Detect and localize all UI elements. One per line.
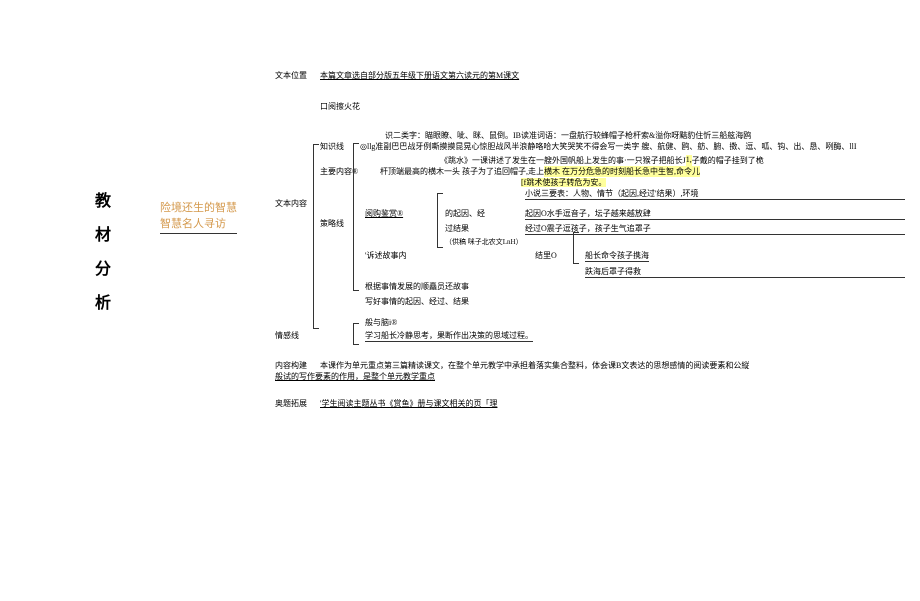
label-content-build: 内容构建 xyxy=(275,360,320,371)
brace-emotion xyxy=(353,323,359,345)
novel-elements: 小说三要表：人物、情节（起因,经过'结果）,环境 xyxy=(525,188,905,200)
process-text: 经过O震子逗孩子，孩子生气追罩子 xyxy=(525,223,905,235)
subtitle-line2: 智慧名人寻访 xyxy=(160,216,237,234)
label-topic-extend: 奥题拓展 xyxy=(275,398,320,409)
knowledge-line1: 识二类字：瞄眼瞭、呲、眯、鼠倒。IB读准词语：一盘航行较蜂帽子枪杆索&溢你呀黯豹… xyxy=(385,130,905,141)
label-emotion-line: 情感线 xyxy=(275,330,320,342)
main-content-area: 文本位置 本篇文章选自部分版五年级下册语文第六读元的第M课文 口阅擦火花 识二类… xyxy=(275,70,905,409)
main-content-text3: 杆顶端最高的横木一头 孩子为了追回帽子,走上 xyxy=(380,166,544,177)
brace-4 xyxy=(573,232,579,264)
emotion-item2: 学习船长冷静思考，果断作出决策的思域过程。 xyxy=(365,330,533,342)
text-position-content: 本篇文章选自部分版五年级下册语文第六读元的第M课文 xyxy=(320,70,905,81)
main-content-label: 主要内容® xyxy=(320,166,380,177)
title-char-2: 材 xyxy=(95,219,111,253)
title-char-3: 分 xyxy=(95,253,111,287)
result-label: 过结果 xyxy=(445,223,525,235)
sea-rescue: 跌海后罩子得救 xyxy=(585,266,905,278)
tiny-source: （供稿 咪子北农文LnH） xyxy=(445,237,905,247)
write-well: 写好事情的起因、经过、结果 xyxy=(365,296,905,307)
brace-3 xyxy=(437,193,443,248)
reading-appreciate: 阅购鉴赏® xyxy=(365,208,445,220)
vertical-title: 教 材 分 析 xyxy=(95,185,111,321)
content-build-text2: 般试的写作要素的作用，是整个单元教学重点 xyxy=(275,371,905,382)
brace-2 xyxy=(353,143,359,291)
topic-extend-text: '学生阅读主题丛书《赏鱼》册与课文相关的页「理 xyxy=(320,398,905,409)
tell-story: '诉述故事内 xyxy=(365,250,535,262)
cause-label: 的起因、经 xyxy=(445,208,525,220)
story-develop: 根据事情发展的顺矗员还故事 xyxy=(365,281,905,292)
captain-order: 船长命令孩子携海 xyxy=(585,250,649,262)
title-char-4: 析 xyxy=(95,287,111,321)
label-reading-clue: 策略线 xyxy=(320,218,344,229)
emotion-item1: 般与脑i® xyxy=(365,317,397,328)
sub-title-block: 险境还生的智慧 智慧名人寻访 xyxy=(160,200,237,234)
subtitle-line1: 险境还生的智慧 xyxy=(160,200,237,216)
spark-text: 口阅擦火花 xyxy=(320,101,905,112)
title-char-1: 教 xyxy=(95,185,111,219)
highlight-2: 横木 在万分危急的时刻船长急中生智,命令儿 xyxy=(544,166,700,177)
main-content-text2: 子戴的帽子挂到了桅 xyxy=(692,155,764,166)
cause-text: 起因O水手逗音子，坛子越来越放肆 xyxy=(525,208,905,220)
main-content-text: 《跳水》一课讲述了发生在一艘外国帆船上发生的事·一只猴子把船长J xyxy=(440,155,686,166)
highlight-3: [f跳术使孩子转危为安。 xyxy=(521,178,606,187)
content-build-text: 本课作为单元重点第三篇精读课文，在整个单元教学中承担着落实集合整料，体会课B文表… xyxy=(320,361,749,370)
label-text-position: 文本位置 xyxy=(275,70,320,81)
knowledge-line2: ◎llg准副巴巴战牙例嘶摸摸昆晃心惊胆战风半浪静咯哈大笑哭笑不得会写一类字 艘、… xyxy=(360,141,857,152)
